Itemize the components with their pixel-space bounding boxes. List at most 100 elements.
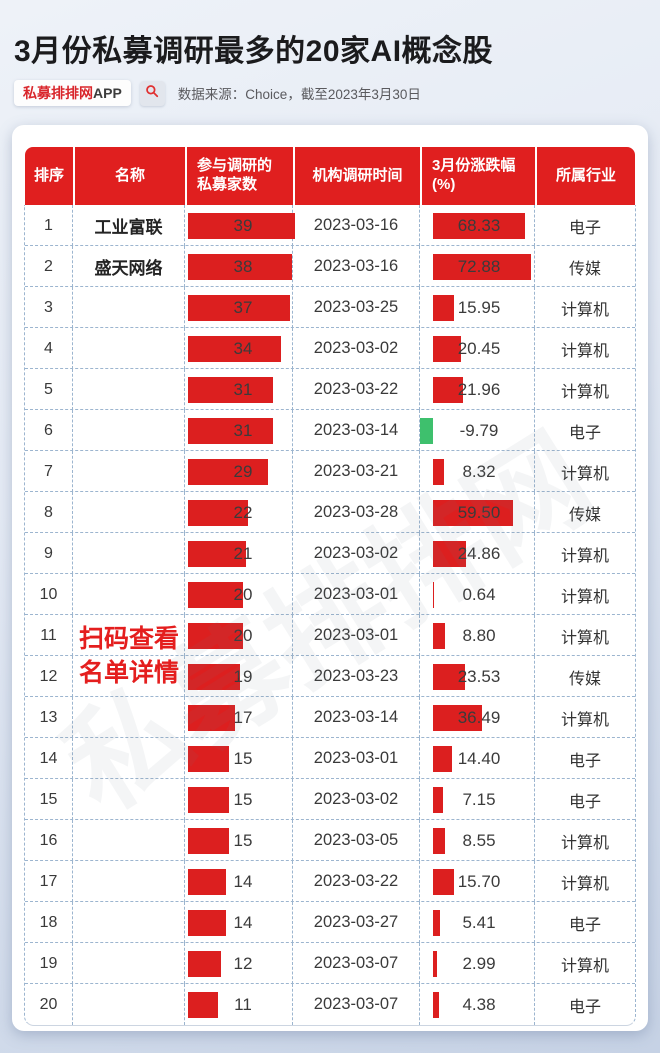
- name-cell: [73, 533, 185, 574]
- date-cell: 2023-03-16: [293, 205, 420, 246]
- search-button[interactable]: [139, 80, 165, 106]
- name-cell: [73, 574, 185, 615]
- change-value: 2.99: [462, 953, 496, 973]
- change-bar: [433, 376, 463, 403]
- count-value: 14: [233, 912, 253, 932]
- change-bar: [433, 212, 525, 239]
- count-bar: [188, 294, 290, 321]
- change-cell: 4.38: [420, 984, 535, 1025]
- rank-value: 7: [44, 462, 53, 480]
- change-value: 0.64: [462, 584, 496, 604]
- change-bar: [433, 868, 455, 895]
- change-cell: 8.32: [420, 451, 535, 492]
- rank-cell: 20: [25, 984, 73, 1025]
- industry-cell: 电子: [535, 902, 635, 943]
- date-value: 2023-03-14: [313, 708, 399, 726]
- date-value: 2023-03-27: [313, 913, 399, 931]
- change-bar: [433, 499, 513, 526]
- date-value: 2023-03-23: [313, 667, 399, 685]
- rank-value: 8: [44, 503, 53, 521]
- count-cell: 29: [185, 451, 293, 492]
- count-bar: [188, 376, 274, 403]
- date-value: 2023-03-28: [313, 503, 399, 521]
- industry-cell: 传媒: [535, 492, 635, 533]
- page-title: 3月份私募调研最多的20家AI概念股: [14, 35, 494, 68]
- industry-cell: 计算机: [535, 820, 635, 861]
- date-value: 2023-03-22: [313, 380, 399, 398]
- change-bar: [433, 950, 437, 977]
- count-value: 15: [233, 830, 253, 850]
- date-value: 2023-03-01: [313, 749, 399, 767]
- count-value: 39: [233, 215, 253, 235]
- change-cell: 15.95: [420, 287, 535, 328]
- industry-value: 电子: [568, 424, 601, 442]
- date-cell: 2023-03-07: [293, 943, 420, 984]
- rank-cell: 10: [25, 574, 73, 615]
- rank-cell: 14: [25, 738, 73, 779]
- rank-value: 17: [39, 872, 58, 890]
- data-source-text: 数据来源：Choice，截至2023年3月30日: [177, 87, 421, 102]
- name-cell: [73, 656, 185, 697]
- industry-value: 计算机: [560, 711, 609, 729]
- date-value: 2023-03-01: [313, 585, 399, 603]
- table-row: 18 14 2023-03-27 5.41 电子: [25, 902, 635, 943]
- rank-value: 20: [39, 995, 58, 1013]
- rank-value: 1: [44, 216, 53, 234]
- change-cell: 20.45: [420, 328, 535, 369]
- date-cell: 2023-03-02: [293, 533, 420, 574]
- count-cell: 39: [185, 205, 295, 246]
- date-cell: 2023-03-28: [293, 492, 420, 533]
- date-cell: 2023-03-27: [293, 902, 420, 943]
- name-cell: [73, 492, 185, 533]
- date-cell: 2023-03-22: [293, 861, 420, 902]
- rank-cell: 7: [25, 451, 73, 492]
- industry-value: 电子: [568, 998, 601, 1016]
- count-value: 20: [233, 625, 253, 645]
- industry-value: 计算机: [560, 629, 609, 647]
- date-value: 2023-03-05: [313, 831, 399, 849]
- name-cell: [73, 779, 185, 820]
- count-cell: 21: [185, 533, 293, 574]
- industry-cell: 传媒: [535, 656, 635, 697]
- rank-cell: 12: [25, 656, 73, 697]
- rank-cell: 6: [25, 410, 73, 451]
- date-value: 2023-03-07: [313, 954, 399, 972]
- name-cell: [73, 410, 185, 451]
- change-cell: 14.40: [420, 738, 535, 779]
- change-value: 8.32: [462, 461, 496, 481]
- industry-value: 传媒: [568, 506, 601, 524]
- name-cell: [73, 902, 185, 943]
- industry-value: 传媒: [568, 260, 601, 278]
- name-cell: [73, 615, 185, 656]
- table-row: 10 20 2023-03-01 0.64 计算机: [25, 574, 635, 615]
- count-cell: 20: [185, 615, 293, 656]
- change-bar: [433, 909, 441, 936]
- name-cell: [73, 943, 185, 984]
- count-cell: 31: [185, 410, 293, 451]
- count-cell: 12: [185, 943, 293, 984]
- date-value: 2023-03-07: [313, 995, 399, 1013]
- industry-value: 计算机: [560, 547, 609, 565]
- count-bar: [188, 827, 230, 854]
- name-cell: [73, 287, 185, 328]
- change-cell: 8.80: [420, 615, 535, 656]
- count-bar: [188, 499, 249, 526]
- change-value: 8.55: [462, 830, 496, 850]
- change-cell: 8.55: [420, 820, 535, 861]
- rank-value: 16: [39, 831, 58, 849]
- date-value: 2023-03-02: [313, 339, 399, 357]
- search-icon: [145, 84, 159, 103]
- industry-cell: 计算机: [535, 574, 635, 615]
- date-cell: 2023-03-02: [293, 328, 420, 369]
- industry-cell: 计算机: [535, 943, 635, 984]
- count-bar: [188, 950, 221, 977]
- count-cell: 34: [185, 328, 293, 369]
- count-bar: [188, 458, 268, 485]
- table-row: 9 21 2023-03-02 24.86 计算机: [25, 533, 635, 574]
- date-cell: 2023-03-02: [293, 779, 420, 820]
- table-row: 3 37 2023-03-25 15.95 计算机: [25, 287, 635, 328]
- count-value: 19: [233, 666, 253, 686]
- date-value: 2023-03-14: [313, 421, 399, 439]
- change-cell: 36.49: [420, 697, 535, 738]
- count-value: 15: [233, 748, 253, 768]
